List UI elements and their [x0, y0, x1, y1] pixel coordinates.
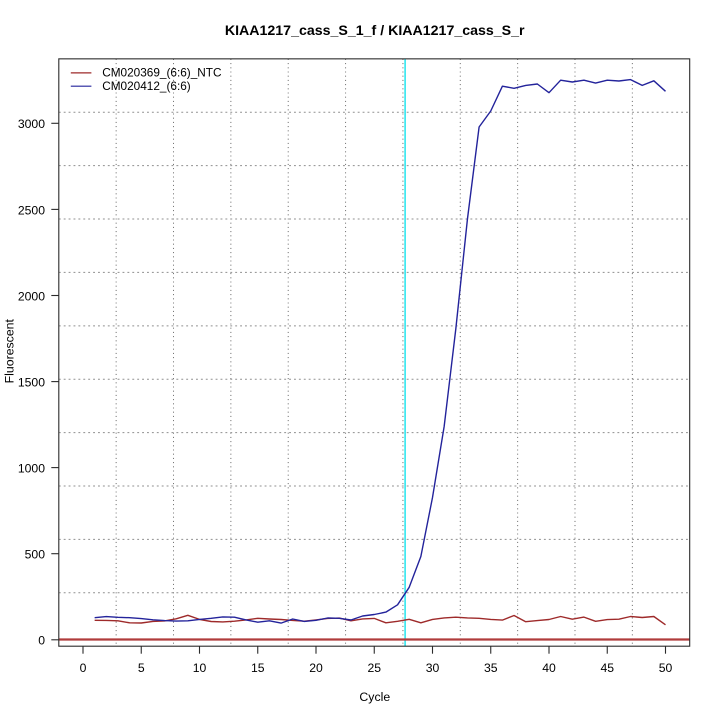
svg-text:45: 45 [600, 661, 614, 675]
svg-text:10: 10 [193, 661, 207, 675]
svg-text:20: 20 [309, 661, 323, 675]
svg-text:KIAA1217_cass_S_1_f / KIAA1217: KIAA1217_cass_S_1_f / KIAA1217_cass_S_r [225, 23, 525, 39]
svg-text:CM020369_(6:6)_NTC: CM020369_(6:6)_NTC [102, 66, 222, 80]
svg-text:5: 5 [138, 661, 145, 675]
svg-text:1000: 1000 [18, 462, 45, 476]
svg-text:40: 40 [542, 661, 556, 675]
svg-text:0: 0 [38, 634, 45, 648]
svg-text:1500: 1500 [18, 376, 45, 390]
svg-text:3000: 3000 [18, 117, 45, 131]
svg-text:CM020412_(6:6): CM020412_(6:6) [102, 79, 191, 93]
svg-text:50: 50 [659, 661, 673, 675]
svg-text:0: 0 [80, 661, 87, 675]
svg-text:2000: 2000 [18, 289, 45, 303]
svg-text:35: 35 [484, 661, 498, 675]
svg-text:2500: 2500 [18, 203, 45, 217]
svg-text:15: 15 [251, 661, 265, 675]
svg-text:25: 25 [367, 661, 381, 675]
svg-text:500: 500 [25, 548, 46, 562]
svg-text:Fluorescent: Fluorescent [3, 318, 17, 383]
svg-text:Cycle: Cycle [359, 690, 390, 704]
svg-text:30: 30 [426, 661, 440, 675]
